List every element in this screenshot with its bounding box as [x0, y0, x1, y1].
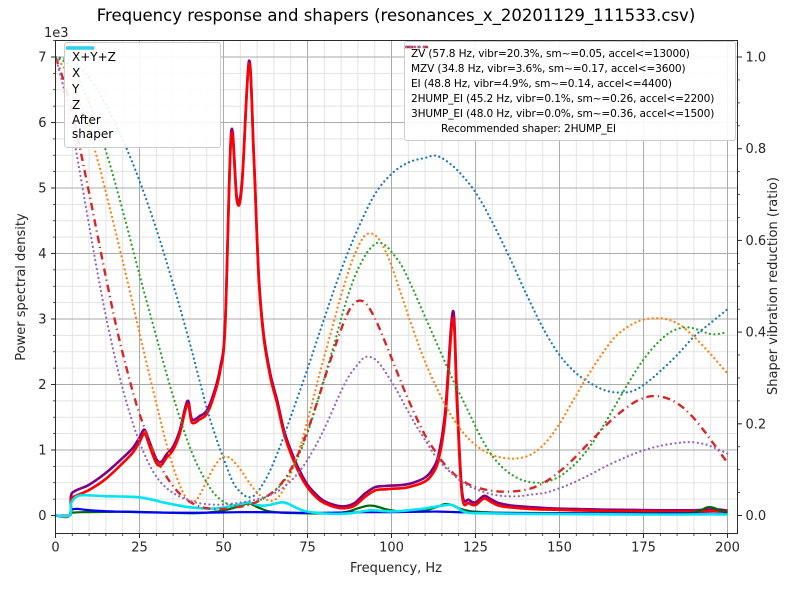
- legend-line-sample-icon: [66, 46, 94, 50]
- x-tick-label: 150: [547, 541, 572, 556]
- series-after-shaper: [55, 493, 728, 518]
- x-tick-label: 200: [715, 541, 740, 556]
- legend-line-sample-icon: [405, 45, 429, 49]
- legend-entry: ZV (57.8 Hz, vibr=20.3%, sm~=0.05, accel…: [405, 45, 729, 61]
- legend-entry-label: X: [72, 65, 81, 80]
- legend-entry-label: 3HUMP_EI (48.0 Hz, vibr=0.0%, sm~=0.36, …: [411, 107, 715, 120]
- series-group: [55, 55, 729, 519]
- x-tick-label: 50: [215, 541, 232, 556]
- y-left-tick-label: 4: [38, 247, 46, 262]
- y-axis-offset-label: 1e3: [44, 26, 69, 41]
- x-tick-label: 25: [131, 541, 148, 556]
- legend-entry: 2HUMP_EI (45.2 Hz, vibr=0.1%, sm~=0.26, …: [406, 45, 729, 106]
- legend-entry-label: After shaper: [72, 113, 114, 141]
- y-right-tick-label: 0.8: [746, 142, 767, 157]
- plot-border: [55, 40, 738, 534]
- legend-entry-label: X+Y+Z: [72, 49, 116, 64]
- y-left-tick-label: 5: [38, 182, 46, 197]
- x-tick-label: 75: [299, 541, 316, 556]
- y-right-axis-label: Shaper vibration reduction (ratio): [766, 177, 781, 395]
- legend-entry: Z: [66, 46, 213, 112]
- legend-entry-label: MZV (34.8 Hz, vibr=3.6%, sm~=0.17, accel…: [411, 62, 686, 75]
- y-right-tick-label: 1.0: [746, 51, 767, 66]
- y-left-axis-label: Power spectral density: [14, 213, 29, 361]
- x-axis-label: Frequency, Hz: [349, 561, 443, 576]
- legend-entry: X: [66, 46, 213, 80]
- legend-entry: Y: [66, 46, 213, 96]
- legend-shapers: ZV (57.8 Hz, vibr=20.3%, sm~=0.05, accel…: [404, 41, 736, 141]
- x-tick-label: 0: [51, 541, 59, 556]
- y-right-tick-label: 0.6: [746, 234, 767, 249]
- chart-title: Frequency response and shapers (resonanc…: [96, 6, 696, 25]
- series-3hump-ei: [55, 55, 729, 506]
- y-left-tick-label: 3: [38, 313, 46, 328]
- y-right-tick-label: 0.4: [746, 326, 767, 341]
- series-mzv: [55, 55, 729, 504]
- legend-entry: MZV (34.8 Hz, vibr=3.6%, sm~=0.17, accel…: [405, 45, 729, 76]
- y-right-tick-label: 0.2: [746, 417, 767, 432]
- y-right-tick-label: 0.0: [746, 509, 767, 524]
- x-tick-label: 175: [631, 541, 656, 556]
- y-left-tick-label: 2: [38, 378, 46, 393]
- legend-entry-label: Y: [72, 81, 80, 96]
- series-zv: [55, 55, 729, 499]
- series-ei: [55, 55, 729, 507]
- y-left-tick-label: 6: [38, 116, 46, 131]
- legend-entry: EI (48.8 Hz, vibr=4.9%, sm~=0.14, accel<…: [405, 45, 729, 91]
- series-2hump-ei: [55, 56, 729, 511]
- legend-psd: X+Y+Z X Y Z After shaper: [64, 42, 221, 148]
- recommended-shaper-label: Recommended shaper: 2HUMP_EI: [441, 122, 616, 135]
- legend-entry-label: 2HUMP_EI (45.2 Hz, vibr=0.1%, sm~=0.26, …: [411, 92, 715, 105]
- legend-entry-label: EI (48.8 Hz, vibr=4.9%, sm~=0.14, accel<…: [411, 77, 672, 90]
- x-tick-label: 100: [379, 541, 404, 556]
- x-tick-label: 125: [463, 541, 488, 556]
- legend-footer: Recommended shaper: 2HUMP_EI: [411, 121, 729, 136]
- y-left-tick-label: 7: [38, 51, 46, 66]
- y-left-tick-label: 0: [38, 509, 46, 524]
- y-left-tick-label: 1: [38, 444, 46, 459]
- legend-entry-label: Z: [72, 97, 81, 112]
- legend-entry: After shaper: [66, 46, 213, 141]
- legend-entry: 3HUMP_EI (48.0 Hz, vibr=0.0%, sm~=0.36, …: [405, 45, 729, 121]
- legend-entry-label: ZV (57.8 Hz, vibr=20.3%, sm~=0.05, accel…: [411, 47, 690, 60]
